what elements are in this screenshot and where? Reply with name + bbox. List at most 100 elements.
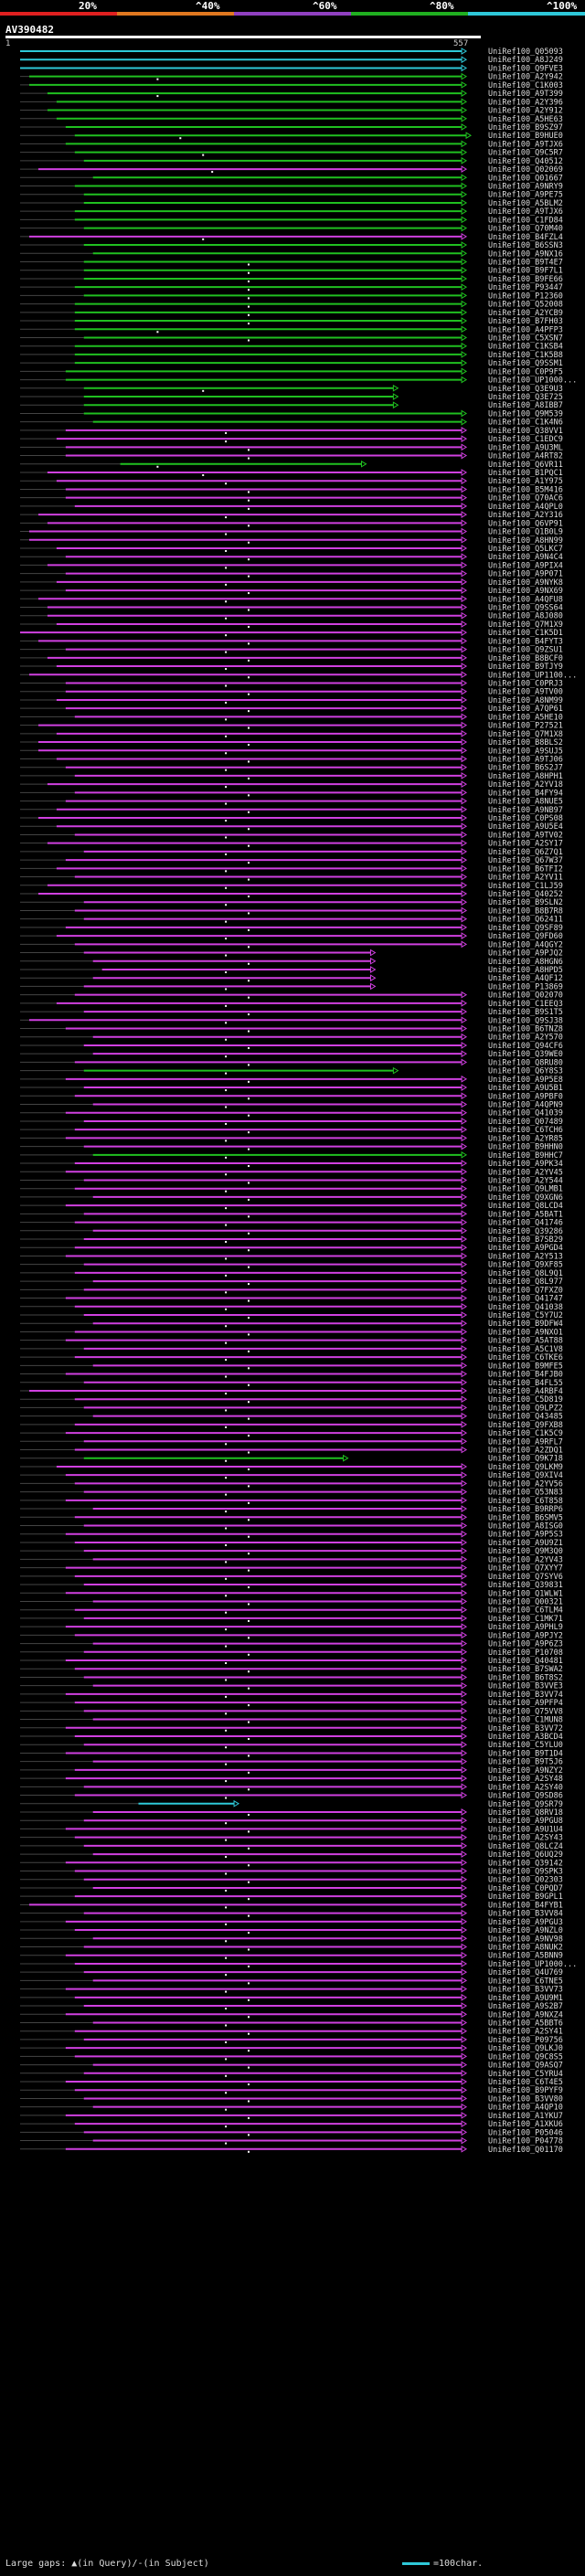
hit-row[interactable]: UniRef100_A9U9Z1 [20,1539,563,1548]
hit-label[interactable]: UniRef100_B6SMV5 [488,1513,563,1522]
hit-label[interactable]: UniRef100_B4FJB0 [488,1371,563,1380]
hit-row[interactable]: UniRef100_Q9FD60 [20,932,563,941]
hit-label[interactable]: UniRef100_Q02303 [488,1876,563,1885]
hit-row[interactable]: UniRef100_Q7XYY7 [20,1564,563,1574]
hit-row[interactable]: UniRef100_C5YLU0 [20,1741,563,1750]
hit-row[interactable]: UniRef100_Q9C5R7 [20,149,563,158]
hit-label[interactable]: UniRef100_A2Y316 [488,511,563,520]
hit-row[interactable]: UniRef100_A2Y942 [20,73,563,82]
hit-row[interactable]: UniRef100_Q4U769 [20,1968,563,1977]
hit-label[interactable]: UniRef100_C1K5B8 [488,351,563,360]
hit-label[interactable]: UniRef100_C0PQD7 [488,1884,563,1893]
hit-label[interactable]: UniRef100_A9S2B7 [488,2002,563,2011]
hit-label[interactable]: UniRef100_Q52008 [488,301,563,310]
hit-label[interactable]: UniRef100_A9PFP4 [488,1699,563,1708]
hit-row[interactable]: UniRef100_Q38VV1 [20,427,563,436]
hit-label[interactable]: UniRef100_A2SY17 [488,840,563,849]
hit-row[interactable]: UniRef100_A9PIX4 [20,561,563,570]
hit-label[interactable]: UniRef100_Q9LKJ0 [488,2044,563,2053]
hit-row[interactable]: UniRef100_Q07489 [20,1118,563,1127]
hit-row[interactable]: UniRef100_Q62411 [20,916,563,925]
hit-label[interactable]: UniRef100_Q05093 [488,48,563,57]
hit-label[interactable]: UniRef100_A9TJ06 [488,755,563,764]
hit-row[interactable]: UniRef100_Q75VV8 [20,1707,563,1716]
hit-label[interactable]: UniRef100_B9T5J6 [488,1758,563,1767]
hit-row[interactable]: UniRef100_Q8RU80 [20,1058,563,1067]
hit-row[interactable]: UniRef100_B5M416 [20,485,563,494]
hit-row[interactable]: UniRef100_B4FL55 [20,1379,563,1388]
hit-label[interactable]: UniRef100_A2Y544 [488,1176,563,1185]
hit-label[interactable]: UniRef100_A9NZY2 [488,1766,563,1776]
hit-row[interactable]: UniRef100_Q41747 [20,1295,563,1304]
hit-label[interactable]: UniRef100_A9P071 [488,570,563,579]
hit-label[interactable]: UniRef100_A9NV98 [488,1935,563,1944]
hit-label[interactable]: UniRef100_Q9SPK3 [488,1868,563,1877]
hit-label[interactable]: UniRef100_P04778 [488,2137,563,2147]
hit-label[interactable]: UniRef100_B7FH03 [488,317,563,326]
hit-row[interactable]: UniRef100_A9NV98 [20,1935,563,1944]
hit-row[interactable]: UniRef100_Q3E725 [20,393,563,402]
hit-label[interactable]: UniRef100_A2YR85 [488,1134,563,1143]
hit-label[interactable]: UniRef100_Q40512 [488,157,563,166]
hit-row[interactable]: UniRef100_B9PYF9 [20,2086,563,2095]
hit-row[interactable]: UniRef100_C6TCH6 [20,1126,563,1135]
hit-row[interactable]: UniRef100_A8NUK2 [20,1944,563,1953]
hit-label[interactable]: UniRef100_A5HE10 [488,713,563,722]
hit-row[interactable]: UniRef100_B9T4E7 [20,259,563,268]
hit-row[interactable]: UniRef100_A9P6Z3 [20,1640,563,1649]
hit-label[interactable]: UniRef100_C1EDC9 [488,435,563,444]
hit-row[interactable]: UniRef100_C0P9F5 [20,367,563,376]
hit-label[interactable]: UniRef100_A9T399 [488,90,563,99]
hit-row[interactable]: UniRef100_B3VV84 [20,1910,563,1919]
hit-label[interactable]: UniRef100_Q6Y8S3 [488,1067,563,1076]
hit-row[interactable]: UniRef100_A5BBT6 [20,2019,563,2028]
hit-row[interactable]: UniRef100_A4PFP3 [20,325,563,334]
hit-row[interactable]: UniRef100_Q40252 [20,890,563,899]
hit-label[interactable]: UniRef100_P12360 [488,292,563,301]
hit-label[interactable]: UniRef100_C1K5D1 [488,629,563,638]
hit-label[interactable]: UniRef100_Q9SR79 [488,1800,563,1809]
hit-label[interactable]: UniRef100_A9P5S3 [488,1531,563,1540]
hit-row[interactable]: UniRef100_A9PFP4 [20,1699,563,1708]
hit-row[interactable]: UniRef100_Q39WE0 [20,1050,563,1059]
hit-label[interactable]: UniRef100_P13869 [488,982,563,991]
hit-row[interactable]: UniRef100_Q67W37 [20,856,563,865]
hit-row[interactable]: UniRef100_A2SY48 [20,1775,563,1784]
hit-label[interactable]: UniRef100_C1MUN8 [488,1716,563,1725]
hit-row[interactable]: UniRef100_B8B7R8 [20,906,563,916]
hit-label[interactable]: UniRef100_UP1000... [488,376,577,386]
hit-row[interactable]: UniRef100_A9TJX6 [20,140,563,149]
hit-label[interactable]: UniRef100_Q9C5R7 [488,149,563,158]
hit-label[interactable]: UniRef100_B9T1D4 [488,1749,563,1758]
hit-row[interactable]: UniRef100_C1MUN8 [20,1716,563,1725]
hit-row[interactable]: UniRef100_C1KSB4 [20,343,563,352]
hit-row[interactable]: UniRef100_Q41746 [20,1219,563,1228]
hit-label[interactable]: UniRef100_B8B7R8 [488,906,563,916]
hit-label[interactable]: UniRef100_C0P9F5 [488,367,563,376]
hit-row[interactable]: UniRef100_Q01667 [20,174,563,183]
hit-label[interactable]: UniRef100_A9PK34 [488,1160,563,1169]
hit-row[interactable]: UniRef100_B8BLS2 [20,738,563,747]
hit-label[interactable]: UniRef100_A4QPL0 [488,503,563,512]
hit-row[interactable]: UniRef100_A9TJX6 [20,207,563,217]
hit-label[interactable]: UniRef100_P09756 [488,2036,563,2045]
hit-row[interactable]: UniRef100_B7SB29 [20,1235,563,1245]
hit-row[interactable]: UniRef100_B9T5J6 [20,1758,563,1767]
hit-row[interactable]: UniRef100_B3VV72 [20,1724,563,1733]
hit-label[interactable]: UniRef100_A5BNN9 [488,1952,563,1961]
hit-row[interactable]: UniRef100_Q41038 [20,1303,563,1312]
hit-label[interactable]: UniRef100_A2YV11 [488,874,563,883]
hit-row[interactable]: UniRef100_Q1B0L9 [20,528,563,537]
hit-label[interactable]: UniRef100_Q9ZSU1 [488,646,563,655]
hit-row[interactable]: UniRef100_B9GPL1 [20,1892,563,1902]
hit-label[interactable]: UniRef100_Q9LMB1 [488,1185,563,1194]
hit-label[interactable]: UniRef100_Q9SF89 [488,924,563,933]
hit-label[interactable]: UniRef100_C1K4N6 [488,419,563,428]
hit-label[interactable]: UniRef100_A2Y570 [488,1034,563,1043]
hit-label[interactable]: UniRef100_C5YRU4 [488,2070,563,2079]
hit-row[interactable]: UniRef100_A2YV43 [20,1555,563,1564]
hit-label[interactable]: UniRef100_Q39WE0 [488,1050,563,1059]
hit-row[interactable]: UniRef100_C0PRJ3 [20,680,563,689]
hit-label[interactable]: UniRef100_A9NXO1 [488,1328,563,1337]
hit-row[interactable]: UniRef100_Q00321 [20,1597,563,1606]
